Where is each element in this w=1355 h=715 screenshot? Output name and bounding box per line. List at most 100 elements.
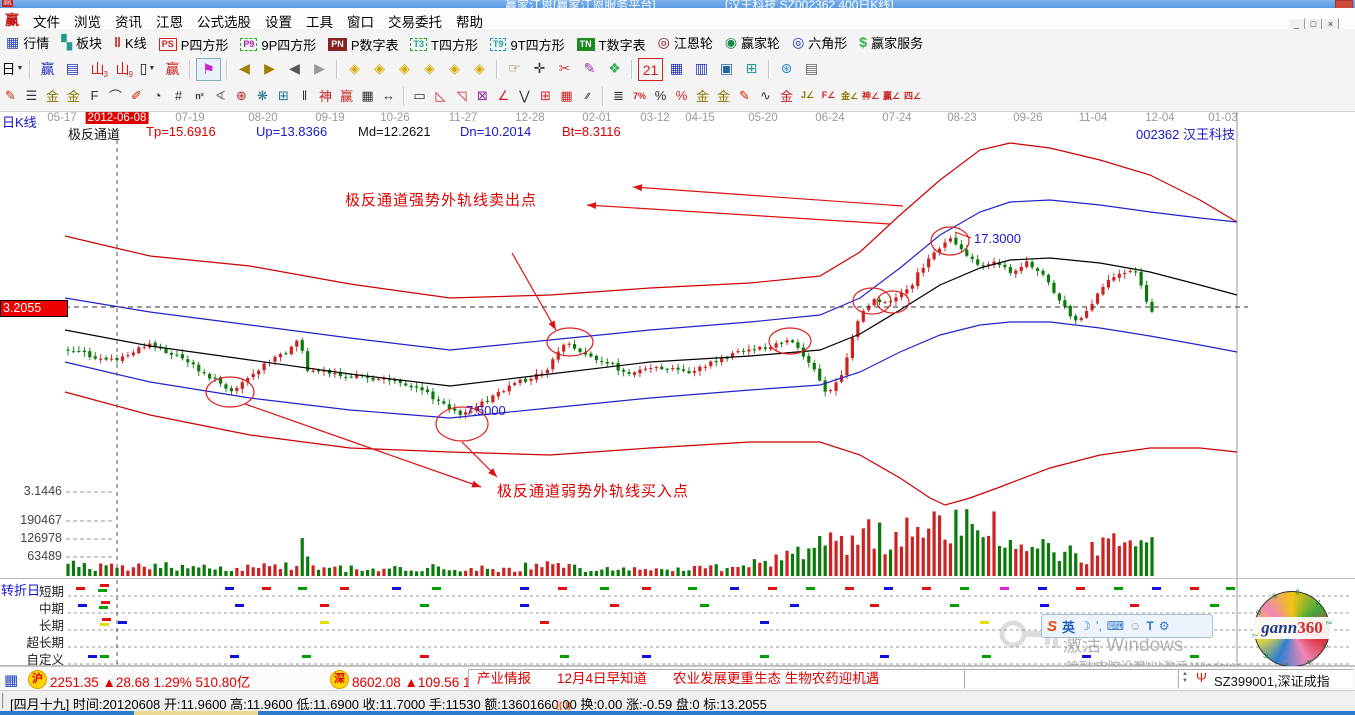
gann-line-icon[interactable]: 金 [716,89,730,104]
edit-tool-icon[interactable]: ✎ [583,60,596,76]
arc-tool-icon[interactable]: ⌒ [108,89,122,104]
person-icon[interactable]: ☺ [1129,619,1142,633]
fib-lines-icon[interactable]: F [90,88,99,103]
web-box-icon[interactable]: ⊠ [477,87,488,103]
gann-angle-icon[interactable]: 金∠ [840,91,859,101]
compass-icon[interactable]: ⊕ [236,87,247,103]
span-arrows-icon[interactable]: ↔ [382,88,395,103]
gann-box-2-icon[interactable]: 金 [66,89,80,104]
pencil-icon[interactable]: ✎ [5,87,16,103]
pattern-tool-icon[interactable]: ❖ [608,60,621,76]
ime-toolbar[interactable]: S 英 ☽ ’, ⌨ ☺ T ⚙ [1041,614,1213,638]
toolbar-button-p9-square[interactable]: P9 9P四方形 [237,32,319,58]
skin-icon[interactable]: T [1146,619,1154,633]
menu-item-公式选股[interactable]: 公式选股 [197,15,251,30]
grid-icon[interactable]: ▦ [4,672,19,689]
menu-item-窗口[interactable]: 窗口 [347,15,374,30]
spinner-control[interactable]: ▲ ▼ [1182,671,1188,684]
candle-type-icon[interactable]: ▯ ▼ [139,60,156,76]
calculator-icon[interactable]: ▦ [669,60,684,76]
square-of-n-icon[interactable]: n² [195,90,204,101]
h-lines-icon[interactable]: ☰ [25,87,38,103]
gann-box-1-icon[interactable]: 金 [45,89,59,104]
wave-gann-icon[interactable]: ∿ [760,87,771,103]
percent-line-icon[interactable]: % [675,88,688,103]
box-tool-icon[interactable]: ▭ [413,87,426,103]
network-icon[interactable]: ⊞ [745,60,758,76]
candlestick-chart[interactable] [0,111,1355,666]
toolbar-button-sectors[interactable]: ▚ 板块 [58,30,105,56]
toolbar-button-t9-square[interactable]: T9 9T四方形 [487,32,568,58]
menu-item-资讯[interactable]: 资讯 [115,15,142,30]
brush-candle-icon[interactable]: ✎ [739,87,750,103]
toolbar-button-winner-wheel[interactable]: ◉ 赢家轮 [722,30,783,56]
notification-icon[interactable]: ((·)) [556,700,571,710]
punctuation-icon[interactable]: ’, [1095,619,1102,633]
brush-icon[interactable]: ✐ [131,87,142,103]
f-angle-icon[interactable]: F∠ [821,90,836,100]
sogou-logo-icon[interactable]: S [1047,617,1058,635]
price-ladder-icon[interactable]: ≣ [613,87,624,103]
v-lines-icon[interactable]: ⋁ [519,87,530,103]
red-grid-2-icon[interactable]: ▦ [560,87,573,103]
toolbar-button-hexagon[interactable]: ◎ 六角形 [789,30,850,56]
color-flag-icon[interactable]: ⚑ [196,58,221,81]
next-page-icon[interactable]: ▶ [314,60,325,76]
web-update-icon[interactable]: ⊛ [780,60,793,76]
ime-mode-english[interactable]: 英 [1062,619,1076,635]
moon-icon[interactable]: ☽ [1080,619,1091,633]
menu-item-文件[interactable]: 文件 [33,15,60,30]
gann-red-icon[interactable]: 金 [779,89,793,104]
toolbar-button-quotes[interactable]: ▦ 行情 [3,30,52,56]
parallel-lines-icon[interactable]: ∕∕ [585,90,589,101]
calendar-21-icon[interactable]: 21 [638,58,663,81]
zoom-in-x-icon[interactable]: ◈ [424,60,435,76]
print-icon[interactable]: ▤ [804,60,819,76]
j-angle-icon[interactable]: J∠ [800,90,815,100]
menu-item-江恩[interactable]: 江恩 [156,15,183,30]
web-star-icon[interactable]: ❋ [257,87,268,103]
toolbar-button-winner-service[interactable]: $ 赢家服务 [856,29,926,55]
zoom-out-x-icon[interactable]: ◈ [399,60,410,76]
measure-icon[interactable]: ✂ [558,60,571,76]
menu-item-浏览[interactable]: 浏览 [74,15,101,30]
percent-icon[interactable]: % [654,88,667,103]
web-square-icon[interactable]: ⊞ [278,87,289,103]
menu-item-交易委托[interactable]: 交易委托 [388,15,442,30]
menu-item-设置[interactable]: 设置 [265,15,292,30]
toolbar-button-p-square[interactable]: PS P四方形 [156,32,232,58]
si-angle-icon[interactable]: 四∠ [903,91,922,101]
menu-item-帮助[interactable]: 帮助 [456,15,483,30]
zoom-out-y-icon[interactable]: ◈ [449,60,460,76]
toolbar-button-p-table[interactable]: PN P数字表 [325,32,401,58]
first-page-icon[interactable]: ◀ [239,60,250,76]
period-daily-icon[interactable]: 日 ▼ [1,60,24,77]
angle-lines-icon[interactable]: ∠ [497,87,510,103]
news-ticker[interactable]: 产业情报 12月4日早知道 农业发展更重生态 生物农药迎机遇 [468,669,972,689]
red-grid-1-icon[interactable]: ⊞ [540,87,551,103]
compress-left-icon[interactable]: ◈ [349,60,360,76]
shen-angle-icon[interactable]: 神∠ [861,91,880,101]
ying-stamp-icon[interactable]: 赢 [165,60,180,77]
last-page-icon[interactable]: ▶ [264,60,275,76]
menu-item-工具[interactable]: 工具 [306,15,333,30]
keyboard-icon[interactable]: ⌨ [1106,619,1125,633]
ying-window-icon[interactable]: 赢 [40,60,55,77]
quote-bars-icon[interactable]: ‖ [301,88,308,103]
fan-box-icon[interactable]: ◹ [456,87,467,103]
shen-tool-icon[interactable]: 神 [318,89,332,104]
toolbar-button-gann-wheel[interactable]: ◎ 江恩轮 [655,30,716,56]
percent-7-icon[interactable]: 7% [632,90,646,101]
angle-tool-icon[interactable]: ∢ [215,87,226,103]
grid-123-icon[interactable]: ▦ [361,87,374,103]
compress-right-icon[interactable]: ◈ [374,60,385,76]
toolbar-button-kline[interactable]: ‖ K线 [111,29,150,55]
pan-hand-icon[interactable]: ☞ [508,60,521,76]
save-layout-icon[interactable]: ▣ [719,60,734,76]
ying-angle-icon[interactable]: 赢∠ [882,91,901,101]
toolbar-button-t-table[interactable]: TN T数字表 [574,32,649,58]
ying-tool-icon[interactable]: 赢 [339,89,353,104]
gauge-circle-icon[interactable]: ◔ [153,88,162,103]
tick-lines-icon[interactable]: # [174,88,183,103]
